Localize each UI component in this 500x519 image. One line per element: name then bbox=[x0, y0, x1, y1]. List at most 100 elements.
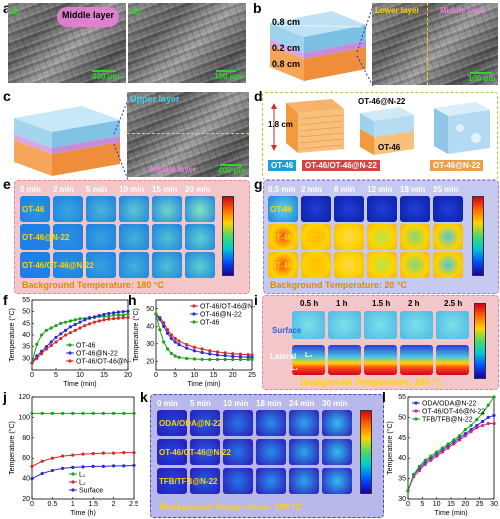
thermal-cell bbox=[223, 410, 253, 436]
data-point bbox=[492, 413, 496, 417]
thermal-cell bbox=[268, 196, 298, 222]
data-point bbox=[238, 355, 243, 359]
thermal-cell bbox=[119, 196, 149, 222]
data-point bbox=[81, 411, 85, 415]
data-point bbox=[486, 415, 490, 419]
data-point bbox=[68, 325, 72, 329]
legend-label: OT-46/OT-46@N-22 bbox=[76, 359, 132, 366]
data-point bbox=[40, 471, 44, 476]
lateral-thermal-cell bbox=[364, 345, 397, 375]
data-point bbox=[177, 355, 181, 359]
y-axis-label: Temperature (°C) bbox=[386, 421, 394, 475]
x-tick-label: 10 bbox=[191, 372, 199, 379]
data-point bbox=[185, 346, 189, 350]
data-point bbox=[463, 428, 467, 432]
data-point bbox=[165, 331, 170, 335]
bilayer-bottom-label: OT-46 bbox=[378, 143, 401, 152]
data-point bbox=[91, 411, 95, 415]
time-label: 1 h bbox=[336, 299, 348, 308]
sub-label-a2: a₂ bbox=[131, 5, 143, 17]
data-point bbox=[121, 310, 125, 314]
data-point bbox=[132, 411, 136, 415]
data-point bbox=[101, 411, 105, 415]
data-point bbox=[91, 464, 95, 468]
data-point bbox=[107, 311, 111, 316]
height-label-d: 1.8 cm bbox=[268, 120, 293, 129]
y-tick-label: 50 bbox=[22, 309, 30, 316]
legend-marker bbox=[192, 304, 196, 308]
data-point bbox=[185, 343, 189, 347]
chart-j: 0 0.5 1 1.5 2 2.5 20 40 60 80 100 120 Time (h) Temper… bbox=[8, 394, 138, 517]
thermal-cell bbox=[157, 439, 187, 465]
thermal-cell bbox=[322, 468, 352, 494]
thermal-cell bbox=[20, 196, 50, 222]
data-point bbox=[177, 343, 181, 347]
data-point bbox=[49, 343, 53, 348]
data-point bbox=[102, 318, 106, 322]
x-tick-label: 5 bbox=[420, 501, 424, 508]
legend-marker bbox=[414, 409, 418, 413]
data-point bbox=[50, 411, 55, 415]
data-point bbox=[68, 331, 72, 335]
data-point bbox=[121, 316, 125, 320]
thermal-cell bbox=[185, 252, 215, 278]
y-tick-label: 30 bbox=[398, 496, 406, 503]
thermal-cell bbox=[289, 468, 319, 494]
thermal-cell bbox=[256, 468, 286, 494]
y-tick-label: 55 bbox=[398, 394, 406, 401]
data-point bbox=[112, 313, 116, 317]
thermal-cell bbox=[400, 196, 430, 222]
data-point bbox=[126, 309, 130, 313]
time-label: 8 min bbox=[334, 185, 355, 194]
layered-foam-illustration-c bbox=[14, 106, 120, 176]
data-point bbox=[35, 354, 39, 358]
row-label: OT-46 bbox=[22, 205, 45, 214]
bilayer-block-illustration bbox=[360, 107, 414, 155]
background-temp-g: Background Temperature: 20 °C bbox=[270, 280, 407, 290]
data-point bbox=[112, 411, 116, 415]
data-point bbox=[208, 352, 212, 356]
legend-marker bbox=[192, 320, 196, 324]
thermal-cell bbox=[119, 224, 149, 250]
y-tick-label: 50 bbox=[398, 414, 406, 421]
sem-image-a2 bbox=[128, 3, 246, 83]
data-point bbox=[486, 421, 490, 426]
data-point bbox=[59, 336, 63, 341]
time-label: 0 min bbox=[20, 185, 41, 194]
data-point bbox=[475, 426, 479, 430]
data-point bbox=[446, 442, 450, 446]
thermal-cell bbox=[86, 224, 116, 250]
data-point bbox=[192, 357, 196, 361]
data-point bbox=[78, 320, 82, 324]
y-tick-label: 40 bbox=[398, 455, 406, 462]
data-point bbox=[61, 454, 65, 458]
tag-ot46n22: OT-46@N-22 bbox=[430, 160, 484, 171]
data-point bbox=[97, 314, 101, 318]
x-tick-label: 10 bbox=[433, 501, 441, 508]
data-point bbox=[185, 356, 189, 361]
time-label: 0.5 h bbox=[300, 299, 319, 308]
thermal-cell bbox=[334, 196, 364, 222]
data-point bbox=[64, 328, 68, 332]
y-tick-label: 30 bbox=[22, 355, 30, 362]
row-label: OT-46@N-22 bbox=[270, 233, 318, 242]
time-label: 18 min bbox=[256, 399, 282, 408]
data-point bbox=[215, 353, 220, 357]
scale-bar-a2 bbox=[216, 70, 236, 72]
data-point bbox=[492, 395, 496, 399]
row-label: OT-46/OT-46@N-22 bbox=[159, 448, 231, 457]
thermal-cell bbox=[322, 410, 352, 436]
thermal-cell bbox=[367, 252, 397, 278]
legend-label: L₁ bbox=[79, 472, 86, 479]
plot-frame bbox=[31, 396, 135, 500]
thermal-cell bbox=[190, 468, 220, 494]
y-tick-label: 40 bbox=[22, 476, 30, 483]
x-tick-label: 0 bbox=[154, 372, 158, 379]
time-label: 2.5 h bbox=[444, 299, 463, 308]
panel-label-k: k bbox=[140, 389, 148, 405]
time-label: 2 min bbox=[53, 185, 74, 194]
thermal-cell bbox=[185, 224, 215, 250]
data-point bbox=[59, 332, 63, 336]
data-point bbox=[192, 345, 196, 349]
data-point bbox=[107, 314, 111, 318]
